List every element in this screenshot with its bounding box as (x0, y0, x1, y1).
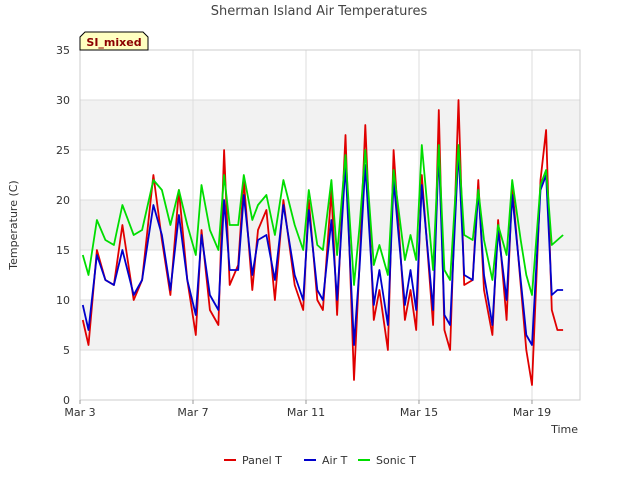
y-tick-label: 30 (56, 94, 70, 107)
badge-shape (79, 31, 149, 51)
y-tick-label: 0 (63, 394, 70, 407)
series-lines (81, 99, 564, 386)
chart-title: Sherman Island Air Temperatures (211, 4, 428, 19)
x-tick-label: Mar 11 (287, 406, 325, 419)
badge-label: SI_mixed (86, 36, 141, 49)
plot-band (80, 350, 580, 400)
plot-band (80, 50, 580, 100)
x-tick-label: Mar 15 (400, 406, 438, 419)
legend: Panel T Air T Sonic T (224, 454, 416, 467)
legend-label: Air T (322, 454, 348, 467)
x-axis-label: Time (550, 423, 578, 436)
plot-band (80, 100, 580, 150)
y-axis-label: Temperature (C) (7, 180, 20, 270)
x-tick-label: Mar 7 (177, 406, 208, 419)
legend-label: Panel T (242, 454, 282, 467)
x-axis-ticks: Mar 3 Mar 7 Mar 11 Mar 15 Mar 19 (64, 400, 551, 419)
station-badge: SI_mixed (79, 31, 149, 51)
y-tick-label: 35 (56, 44, 70, 57)
y-tick-label: 5 (63, 344, 70, 357)
plot-frame (79, 49, 581, 401)
y-tick-label: 10 (56, 294, 70, 307)
y-tick-label: 20 (56, 194, 70, 207)
plot-band (80, 300, 580, 350)
x-tick-label: Mar 19 (513, 406, 551, 419)
y-tick-label: 15 (56, 244, 70, 257)
x-tick-label: Mar 3 (64, 406, 95, 419)
legend-label: Sonic T (376, 454, 416, 467)
y-tick-label: 25 (56, 144, 70, 157)
series-line-air-t (81, 149, 564, 346)
y-axis-ticks: 0 5 10 15 20 25 30 35 (56, 44, 70, 407)
series-line-sonic-t (81, 144, 564, 296)
